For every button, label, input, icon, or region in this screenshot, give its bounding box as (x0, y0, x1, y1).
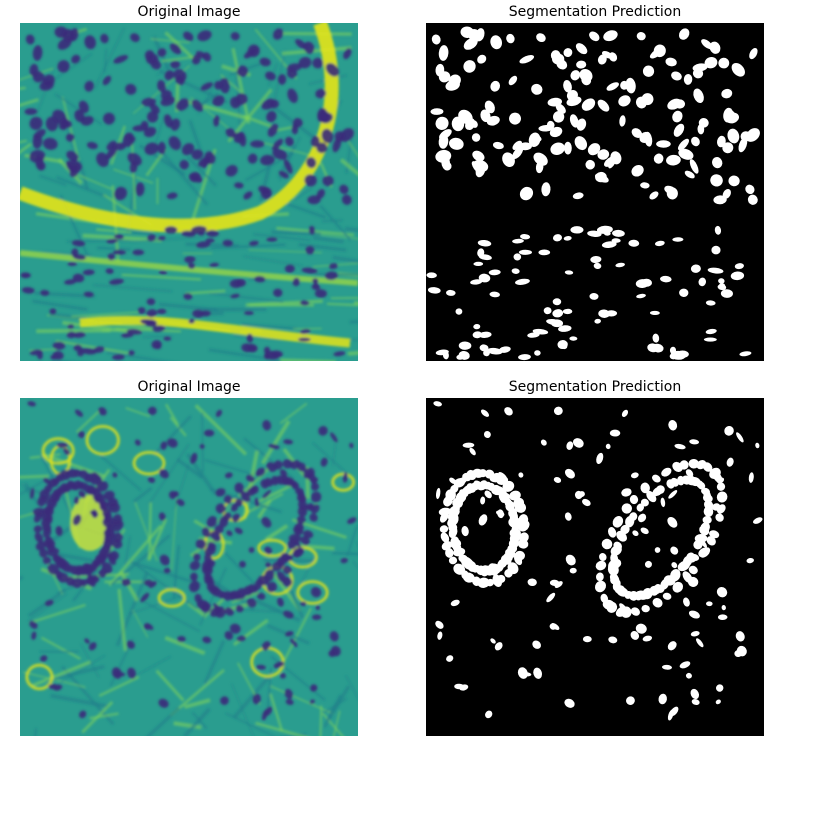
original-image-bottom (20, 398, 358, 736)
histology-image (20, 398, 358, 736)
panel-title-top-right: Segmentation Prediction (508, 4, 682, 20)
original-image-top (20, 23, 358, 361)
segmentation-mask-bottom (426, 398, 764, 736)
panel-title-bottom-left: Original Image (137, 379, 241, 395)
panel-title-bottom-right: Segmentation Prediction (508, 379, 682, 395)
histology-image (20, 23, 358, 361)
segmentation-mask (426, 23, 764, 361)
segmentation-mask (426, 398, 764, 736)
panel-title-top-left: Original Image (137, 4, 241, 20)
segmentation-mask-top (426, 23, 764, 361)
